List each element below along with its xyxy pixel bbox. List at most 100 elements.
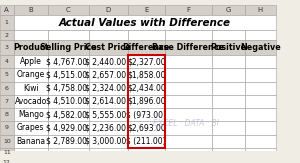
Text: B: B [28, 7, 33, 13]
Bar [165, 5, 211, 15]
Bar [165, 82, 211, 95]
Text: A: A [4, 7, 9, 13]
Bar [165, 30, 211, 40]
Bar [14, 158, 48, 163]
Bar [212, 5, 244, 15]
Bar [212, 148, 244, 158]
Bar [0, 158, 14, 163]
Bar [48, 134, 88, 148]
Text: $ 4,758.00: $ 4,758.00 [46, 84, 87, 93]
Bar [165, 40, 211, 55]
Text: Base Difference: Base Difference [152, 43, 224, 52]
Bar [14, 82, 48, 95]
Bar [128, 30, 165, 40]
Bar [165, 55, 211, 68]
Text: EXCEL · DATA · BI: EXCEL · DATA · BI [153, 119, 219, 128]
Text: 4: 4 [5, 59, 9, 64]
Bar [48, 5, 88, 15]
Bar [48, 30, 88, 40]
Bar [48, 121, 88, 134]
Text: $2,434.00: $2,434.00 [127, 84, 166, 93]
Bar [48, 82, 88, 95]
Bar [244, 40, 276, 55]
Bar [165, 108, 211, 121]
Text: Orange: Orange [16, 70, 45, 79]
Bar [48, 158, 88, 163]
Bar [88, 148, 128, 158]
Bar [128, 55, 165, 148]
Bar [244, 121, 276, 134]
Bar [212, 121, 244, 134]
Bar [48, 68, 88, 82]
Bar [88, 30, 128, 40]
Bar [48, 95, 88, 108]
Text: $ 4,582.00: $ 4,582.00 [46, 110, 87, 119]
Text: 3: 3 [5, 45, 9, 50]
Text: Mango: Mango [18, 110, 44, 119]
Text: $1,858.00: $1,858.00 [127, 70, 166, 79]
Bar [0, 121, 14, 134]
Bar [0, 134, 14, 148]
Bar [212, 30, 244, 40]
Bar [212, 95, 244, 108]
Bar [14, 40, 48, 55]
Bar [0, 108, 14, 121]
Text: 6: 6 [5, 86, 9, 91]
Text: 2: 2 [5, 33, 9, 37]
Bar [244, 134, 276, 148]
Bar [244, 55, 276, 68]
Text: $ 2,657.00: $ 2,657.00 [85, 70, 126, 79]
Text: $ 4,515.00: $ 4,515.00 [46, 70, 87, 79]
Bar [128, 68, 165, 82]
Text: $ 2,324.00: $ 2,324.00 [85, 84, 126, 93]
Text: Banana: Banana [16, 137, 45, 146]
Bar [0, 82, 14, 95]
Text: E: E [144, 7, 148, 13]
Text: $1,896.00: $1,896.00 [127, 97, 166, 106]
Text: D: D [105, 7, 111, 13]
Bar [14, 30, 48, 40]
Text: $ 4,929.00: $ 4,929.00 [46, 123, 87, 132]
Bar [48, 148, 88, 158]
Bar [128, 55, 165, 68]
Bar [14, 121, 48, 134]
Text: 11: 11 [3, 150, 10, 155]
Text: Kiwi: Kiwi [23, 84, 39, 93]
Bar [128, 158, 165, 163]
Bar [14, 15, 276, 30]
Text: Cost Price: Cost Price [85, 43, 131, 52]
Bar [88, 68, 128, 82]
Bar [244, 108, 276, 121]
Bar [0, 5, 14, 15]
Bar [165, 148, 211, 158]
Bar [165, 158, 211, 163]
Bar [14, 55, 48, 68]
Bar [244, 30, 276, 40]
Text: $ (211.00): $ (211.00) [126, 137, 166, 146]
Bar [165, 68, 211, 82]
Bar [212, 134, 244, 148]
Bar [244, 5, 276, 15]
Bar [212, 82, 244, 95]
Bar [212, 40, 244, 55]
Bar [14, 5, 48, 15]
Bar [128, 5, 165, 15]
Bar [128, 40, 165, 55]
Bar [14, 68, 48, 82]
Text: $ 2,236.00: $ 2,236.00 [85, 123, 126, 132]
Text: $ 4,767.00: $ 4,767.00 [46, 57, 87, 66]
Text: 10: 10 [3, 139, 10, 144]
Bar [88, 40, 128, 55]
Bar [128, 95, 165, 108]
Bar [165, 134, 211, 148]
Bar [48, 55, 88, 68]
Bar [128, 121, 165, 134]
Bar [0, 148, 14, 158]
Text: 7: 7 [5, 99, 9, 104]
Text: $ 4,510.00: $ 4,510.00 [46, 97, 87, 106]
Bar [88, 121, 128, 134]
Text: Positive: Positive [210, 43, 246, 52]
Bar [128, 148, 165, 158]
Bar [0, 30, 14, 40]
Text: Apple: Apple [20, 57, 42, 66]
